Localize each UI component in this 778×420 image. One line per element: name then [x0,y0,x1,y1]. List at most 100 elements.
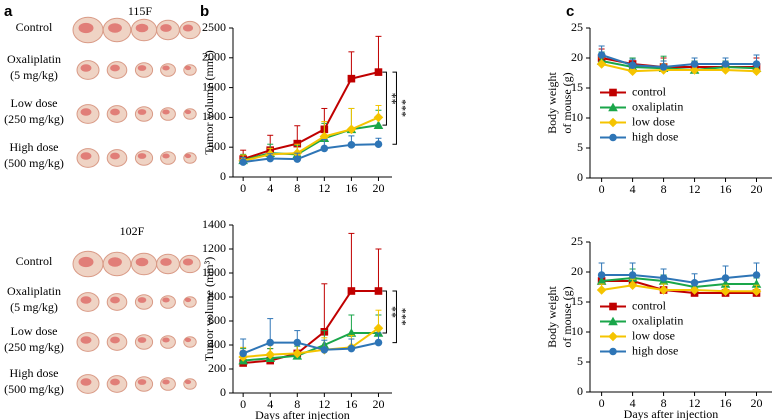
x-tick-label: 0 [240,397,246,411]
x-tick-label: 16 [345,181,357,195]
y-tick-label: 25 [571,234,583,248]
marker [751,66,762,76]
tumor-spot [182,24,194,32]
marker [347,344,356,353]
tumor-spot [162,109,170,115]
y-tick-label: 1500 [202,79,226,93]
y-axis-label: Tumor volume (mm³) [202,257,216,362]
tumor-spot [162,337,170,343]
legend-label: high dose [632,129,678,143]
legend-label: high dose [632,343,678,357]
series-line [601,280,757,294]
tumor-spot [108,257,122,267]
row-label: Low dose [11,96,58,110]
y-axis-label: Body weight [545,72,559,134]
y-axis-label: of mouse (g) [560,72,574,133]
row-label: (500 mg/kg) [4,382,64,396]
tumor-spot [108,23,122,33]
marker [689,65,700,75]
tumor-spot [80,152,92,160]
series-line [243,143,379,164]
tumor-spot [78,256,94,268]
row-label: Low dose [11,324,58,338]
tumor-spot [110,336,120,344]
tumor-spot [184,65,192,71]
tumor-spot [137,337,147,343]
marker [346,328,357,337]
marker [752,271,761,279]
marker [720,286,731,296]
x-tick-label: 12 [318,397,330,411]
tumor-spot [162,297,170,303]
marker [293,155,302,163]
marker [373,112,384,123]
x-tick-label: 12 [689,396,701,410]
marker [628,61,637,69]
tumor-spot [110,152,120,160]
x-axis-label: Days after injection [255,408,350,420]
marker [659,63,668,71]
tumor-spot [110,378,120,386]
series-line [243,290,379,364]
panel-label: a [4,3,13,20]
y-axis-label: of mouse (g) [560,286,574,347]
marker [374,68,383,76]
series-line [243,332,379,362]
significance-bracket [392,71,397,145]
x-tick-label: 12 [318,181,330,195]
series-line [242,71,379,161]
tumor-spot [184,379,192,385]
x-tick-label: 8 [661,182,667,196]
marker [751,286,762,296]
significance-bracket [382,71,387,126]
marker [373,120,384,129]
y-tick-label: 0 [220,169,226,183]
x-tick-label: 20 [372,397,384,411]
marker [320,144,329,153]
y-tick-label: 500 [208,139,226,153]
y-tick-label: 1200 [202,241,226,255]
tumor-spot [110,296,120,304]
legend-label: low dose [632,114,675,128]
marker [627,66,638,76]
tumor-photo [183,152,197,164]
marker [239,158,247,166]
marker [596,59,607,69]
marker [374,338,383,347]
tumor-spot [78,22,94,34]
row-label: (250 mg/kg) [4,340,64,354]
series-line [243,327,380,358]
x-tick-label: 8 [661,396,667,410]
x-tick-label: 12 [689,182,701,196]
row-label: (250 mg/kg) [4,112,64,126]
tumor-photo [183,296,197,308]
y-tick-label: 1000 [202,109,226,123]
marker [658,285,669,295]
marker [347,74,356,83]
y-tick-label: 400 [208,337,226,351]
tumor-spot [80,64,92,72]
row-label: Oxaliplatin [7,52,61,66]
significance-bracket [392,290,397,344]
marker [319,131,330,142]
row-label: Control [16,254,53,268]
tumor-spot [135,23,149,33]
legend-label: control [632,84,667,98]
series [238,309,384,362]
significance-label: *** [396,308,410,326]
marker [346,124,357,135]
tumor-spot [162,65,170,71]
y-tick-label: 200 [208,361,226,375]
marker [628,271,637,279]
marker [608,316,618,326]
row-label: High dose [10,366,59,380]
photo-title: 115F [128,4,153,18]
marker [266,338,275,347]
marker [608,117,618,128]
tumor-spot [160,24,172,32]
y-axis-label: Tumor volume (mm³) [202,50,216,155]
tumor-spot [80,378,92,386]
x-axis-label: Days after injection [624,407,719,420]
legend-label: low dose [632,328,675,342]
tumor-photo [183,378,197,390]
